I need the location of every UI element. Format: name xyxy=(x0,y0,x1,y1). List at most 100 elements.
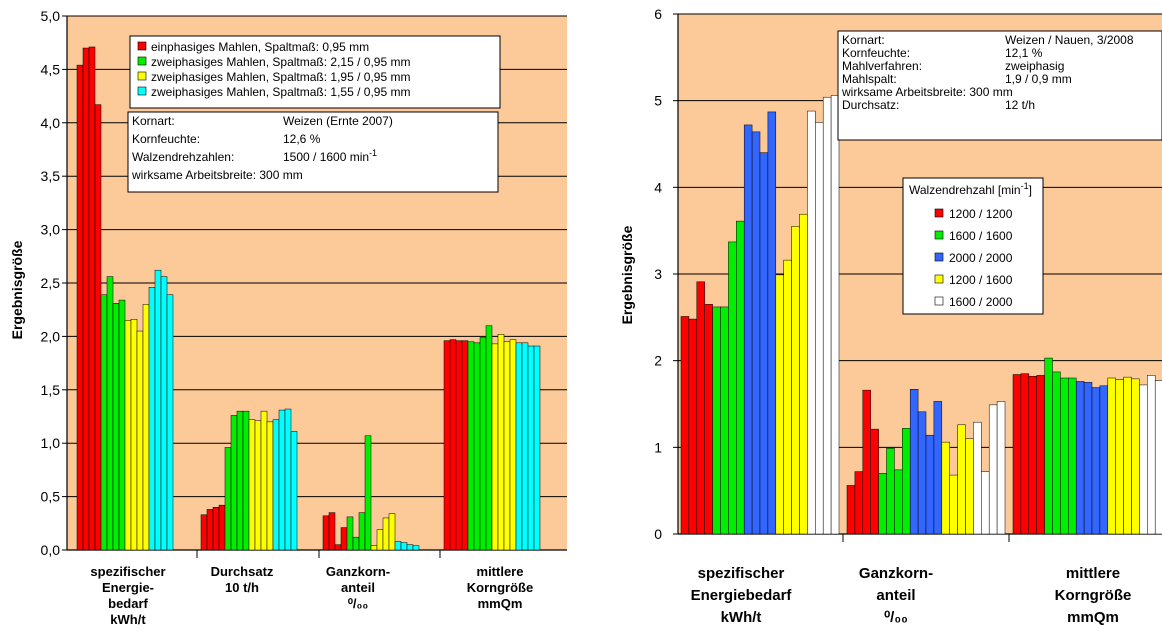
right-bar xyxy=(1107,377,1116,535)
left-category-label: mmQm xyxy=(478,596,523,611)
left-bar xyxy=(118,299,126,551)
right-bar xyxy=(696,281,705,535)
right-y-axis-label: Ergebnisgröße xyxy=(619,225,635,324)
left-bar xyxy=(479,337,487,551)
right-bar xyxy=(1083,382,1093,535)
left-category-label: spezifischer xyxy=(90,564,165,579)
left-bar xyxy=(212,507,220,551)
right-bar xyxy=(886,447,895,535)
left-ytick-label: 1,0 xyxy=(41,435,61,451)
right-ytick-label: 3 xyxy=(654,266,662,282)
left-bar xyxy=(142,304,150,551)
left-ytick-label: 4,0 xyxy=(41,115,61,131)
right-bar xyxy=(862,389,871,535)
left-bar xyxy=(346,516,354,551)
right-ytick-label: 6 xyxy=(654,6,662,22)
right-category-label: mittlere xyxy=(1066,565,1120,582)
right-bar xyxy=(704,304,713,535)
right-legend-label: 1600 / 1600 xyxy=(949,229,1013,243)
right-info-value: 12,1 % xyxy=(1005,46,1043,60)
right-bar xyxy=(996,401,1006,535)
right-bar xyxy=(815,122,824,535)
left-ytick-label: 1,5 xyxy=(41,382,61,398)
right-ytick-label: 4 xyxy=(654,179,662,195)
right-bar xyxy=(807,110,816,535)
left-bar xyxy=(272,419,280,551)
right-legend-swatch xyxy=(934,208,944,218)
right-bar xyxy=(917,411,927,535)
right-legend-box xyxy=(902,177,1044,315)
right-bar xyxy=(759,152,769,535)
right-bar xyxy=(1036,375,1045,535)
right-legend-swatch xyxy=(934,230,944,240)
right-bar xyxy=(878,473,887,535)
left-bar xyxy=(400,542,408,551)
left-bar xyxy=(358,512,366,551)
right-bar xyxy=(846,485,856,535)
left-category-label: 10 t/h xyxy=(225,580,259,595)
right-info-label: Mahlverfahren: xyxy=(842,59,922,73)
right-bar xyxy=(981,471,990,535)
left-bar xyxy=(443,340,451,551)
left-bar xyxy=(284,408,292,551)
left-bar xyxy=(370,545,378,551)
right-bar xyxy=(1147,375,1156,535)
left-ytick-label: 0,5 xyxy=(41,489,61,505)
right-category-label: Energiebedarf xyxy=(691,587,793,604)
right-bar xyxy=(1020,373,1030,535)
right-legend-swatch xyxy=(934,252,944,262)
left-bar xyxy=(124,320,132,551)
left-bar xyxy=(497,334,505,551)
left-bar xyxy=(406,544,414,551)
right-bar xyxy=(1044,357,1053,535)
left-bar xyxy=(376,529,384,551)
right-bar xyxy=(902,428,911,535)
left-info-label: Kornfeuchte: xyxy=(132,132,200,146)
right-bar xyxy=(1068,377,1077,535)
right-legend-label: 1600 / 2000 xyxy=(949,295,1013,309)
right-info-box-frame xyxy=(837,30,1162,141)
right-bar xyxy=(720,306,729,535)
left-bar xyxy=(352,536,360,551)
left-bar xyxy=(509,339,517,551)
left-bar xyxy=(322,515,330,551)
right-bar xyxy=(783,259,792,535)
right-legend: Walzendrehzahl [min-1] 1200 / 1200 1600 / … xyxy=(902,177,1044,315)
left-bar xyxy=(266,421,274,551)
right-bar xyxy=(688,318,698,535)
left-bar xyxy=(461,340,469,551)
right-bar xyxy=(949,474,958,535)
left-ytick-label: 4,5 xyxy=(41,61,61,77)
left-bar xyxy=(364,435,372,551)
left-category-label: ⁰/₀₀ xyxy=(348,596,369,611)
left-bar xyxy=(260,410,268,551)
left-bar xyxy=(503,341,511,551)
right-legend-label: 1200 / 1600 xyxy=(949,273,1013,287)
left-bar xyxy=(340,527,348,551)
legend-title-end: ] xyxy=(1029,183,1032,197)
left-info-value: 12,6 % xyxy=(283,132,321,146)
right-bar xyxy=(1075,381,1085,535)
left-legend-swatch xyxy=(137,56,147,66)
right-bar xyxy=(957,424,966,535)
left-bar xyxy=(154,269,162,551)
left-bar xyxy=(136,330,144,551)
right-category-label: ⁰/₀₀ xyxy=(884,609,908,626)
left-bar xyxy=(224,447,232,551)
left-bar xyxy=(230,415,238,551)
right-legend-swatch xyxy=(934,296,944,306)
right-bar xyxy=(775,274,784,535)
right-bar xyxy=(1060,377,1069,535)
right-bar xyxy=(743,124,753,535)
left-info-label: wirksame Arbeitsbreite: 300 mm xyxy=(131,168,303,182)
left-ytick-label: 2,5 xyxy=(41,275,61,291)
right-bar xyxy=(965,438,974,535)
left-ytick-label: 0,0 xyxy=(41,542,61,558)
right-bar xyxy=(854,471,864,535)
right-bar xyxy=(728,241,737,535)
left-legend: einphasiges Mahlen, Spaltmaß: 0,95 mmzwe… xyxy=(129,35,501,109)
right-category-label: kWh/t xyxy=(721,609,762,626)
right-ytick-label: 5 xyxy=(654,93,662,109)
left-bar xyxy=(533,345,541,551)
right-chart: 0 1 2 3 4 5 6 Ergebnisgröße spezifischer Energieb… xyxy=(619,6,1162,626)
